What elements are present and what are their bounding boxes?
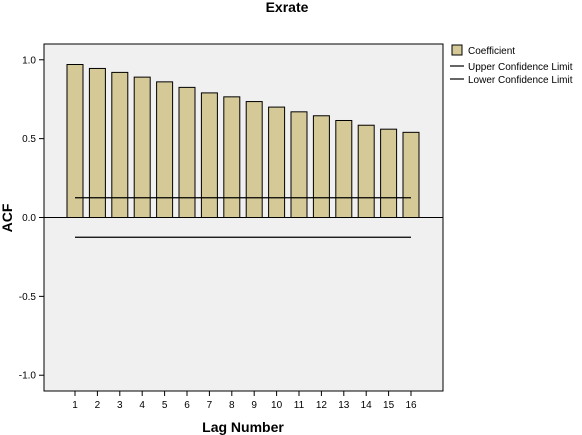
x-tick-label: 1 (72, 400, 78, 411)
bar-lag-9 (245, 101, 263, 218)
x-tick-label: 14 (361, 400, 373, 411)
bar-lag-16 (402, 131, 420, 218)
bar-lag-13 (335, 119, 353, 218)
legend-swatch-coefficient (451, 44, 463, 56)
bar-lag-8 (223, 96, 241, 218)
x-axis-title: Lag Number (202, 419, 284, 435)
x-tick-label: 15 (383, 400, 395, 411)
y-tick-label: 1.0 (22, 55, 36, 66)
bar-lag-3 (111, 71, 129, 218)
y-tick-label: 0.0 (22, 213, 36, 224)
x-tick-label: 13 (338, 400, 350, 411)
bar-lag-15 (380, 128, 398, 218)
x-axis: 1 2 3 4 5 6 7 8 9 10 11 12 13 14 15 16 (72, 391, 417, 411)
legend-label-coefficient: Coefficient (468, 46, 515, 57)
x-tick-label: 12 (316, 400, 328, 411)
y-tick-label: -0.5 (19, 292, 37, 303)
bar-lag-4 (133, 76, 151, 218)
bar-lag-12 (312, 115, 330, 218)
x-tick-label: 10 (271, 400, 283, 411)
y-tick-label: -1.0 (19, 371, 37, 382)
legend: Coefficient Upper Confidence Limit Lower… (450, 44, 573, 86)
bar-lag-5 (156, 81, 174, 219)
x-tick-label: 3 (117, 400, 123, 411)
bar-lag-2 (88, 67, 106, 218)
chart-title: Exrate (266, 0, 309, 15)
bar-lag-7 (200, 92, 218, 218)
y-axis: 1.0 0.5 0.0 -0.5 -1.0 (19, 55, 44, 382)
bars-group (66, 64, 420, 219)
bar-lag-11 (290, 111, 308, 218)
legend-label-upper: Upper Confidence Limit (468, 62, 573, 73)
x-tick-label: 5 (162, 400, 168, 411)
x-tick-label: 4 (139, 400, 145, 411)
y-axis-title: ACF (0, 203, 15, 232)
x-tick-label: 6 (184, 400, 190, 411)
x-tick-label: 9 (251, 400, 257, 411)
bar-lag-14 (357, 124, 375, 218)
y-tick-label: 0.5 (22, 134, 36, 145)
legend-label-lower: Lower Confidence Limit (468, 75, 573, 86)
x-tick-label: 16 (405, 400, 417, 411)
x-tick-label: 11 (294, 400, 305, 411)
x-tick-label: 7 (207, 400, 213, 411)
x-tick-label: 2 (95, 400, 101, 411)
bar-lag-10 (268, 106, 286, 218)
x-tick-label: 8 (229, 400, 235, 411)
bar-lag-1 (66, 64, 84, 218)
